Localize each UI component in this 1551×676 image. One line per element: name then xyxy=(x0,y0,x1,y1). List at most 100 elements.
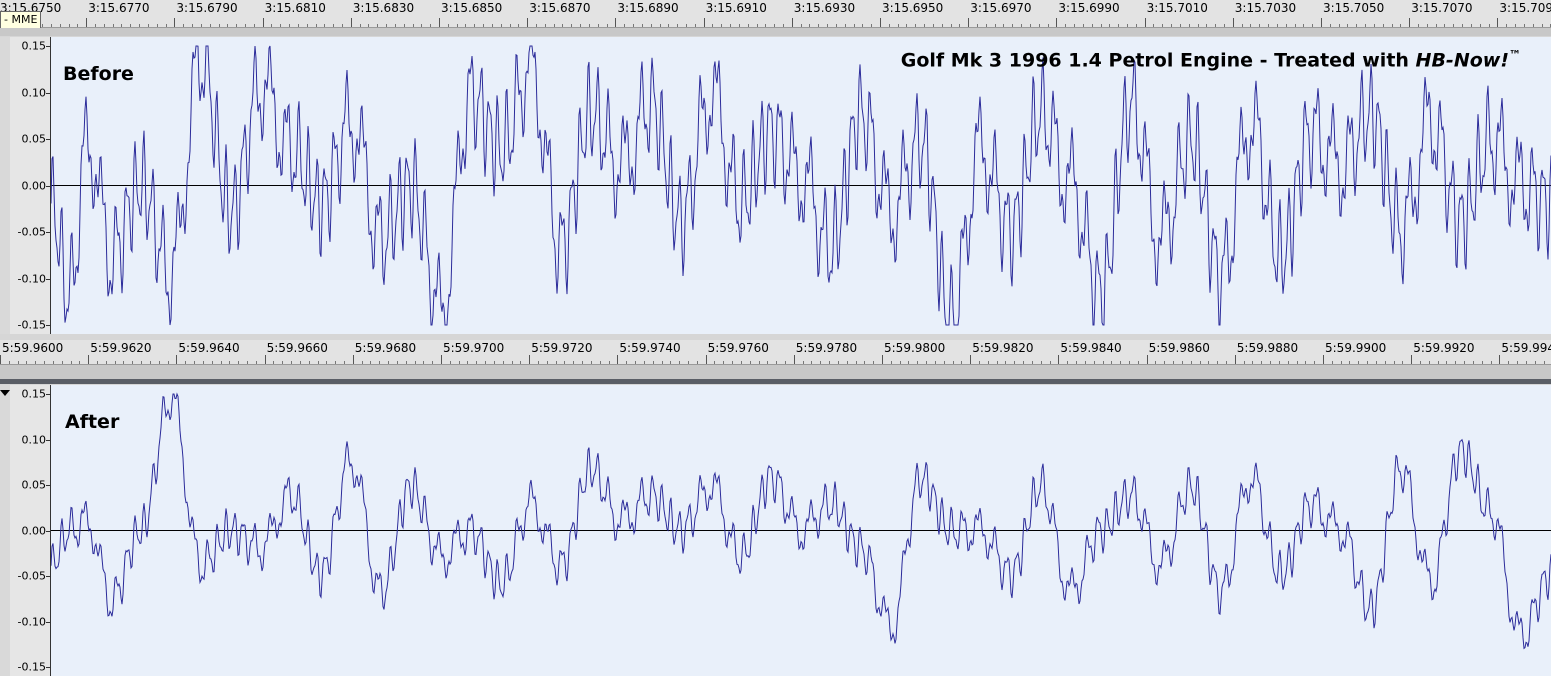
bottom-time-ruler[interactable]: 5:59.9600 5:59.9620 5:59.9640 5:59.9660 5:59… xyxy=(0,340,1551,365)
bottom-ruler-tick-mark xyxy=(970,355,972,364)
bottom-ruler-minor-tick xyxy=(687,361,689,364)
bottom-ruler-minor-tick xyxy=(1225,361,1227,364)
bottom-ruler-minor-tick xyxy=(1517,361,1519,364)
before-waveform-area[interactable] xyxy=(51,37,1551,334)
bottom-ruler-minor-tick xyxy=(829,361,831,364)
top-ruler-minor-tick xyxy=(209,24,211,27)
bottom-ruler-minor-tick xyxy=(855,361,857,364)
bottom-ruler-tick-mark xyxy=(352,355,354,364)
top-ruler-minor-tick xyxy=(1118,24,1120,27)
bottom-ruler-minor-tick xyxy=(1481,361,1483,364)
top-ruler-minor-tick xyxy=(694,24,696,27)
bottom-ruler-minor-tick xyxy=(1278,361,1280,364)
bottom-ruler-minor-tick xyxy=(8,361,10,364)
bottom-ruler-tick-label: 5:59.9800 xyxy=(884,341,946,355)
bottom-ruler-minor-tick xyxy=(493,361,495,364)
bottom-ruler-minor-tick xyxy=(696,361,698,364)
before-y-axis: 0.15 0.10 0.05 0.00 -0.05 -0.10 -0.15 xyxy=(10,37,51,334)
y-tick-mark xyxy=(46,667,50,668)
top-ruler-minor-tick xyxy=(1373,24,1375,27)
y-tick-label: -0.10 xyxy=(17,272,46,285)
top-ruler-minor-tick xyxy=(1515,24,1517,27)
top-ruler-minor-tick xyxy=(1294,24,1296,27)
y-tick-mark xyxy=(46,530,50,532)
bottom-ruler-minor-tick xyxy=(61,361,63,364)
bottom-ruler-minor-tick xyxy=(934,361,936,364)
top-ruler-tick-label: 3:15.6910 xyxy=(705,1,767,15)
bottom-ruler-minor-tick xyxy=(211,361,213,364)
top-ruler-minor-tick xyxy=(580,24,582,27)
top-ruler-minor-tick xyxy=(835,24,837,27)
bottom-ruler-minor-tick xyxy=(317,361,319,364)
top-ruler-minor-tick xyxy=(827,24,829,27)
y-tick-mark xyxy=(46,139,50,140)
bottom-ruler-minor-tick xyxy=(1420,361,1422,364)
top-ruler-minor-tick xyxy=(1400,24,1402,27)
top-ruler-minor-tick xyxy=(756,24,758,27)
top-ruler-tick-mark xyxy=(1321,18,1322,27)
bottom-ruler-minor-tick xyxy=(1543,361,1545,364)
bottom-ruler-tick-label: 5:59.9860 xyxy=(1148,341,1210,355)
caption-product: HB-Now! xyxy=(1415,49,1509,72)
top-ruler-minor-tick xyxy=(59,24,61,27)
top-ruler-minor-tick xyxy=(1241,24,1243,27)
top-ruler-minor-tick xyxy=(571,24,573,27)
top-time-ruler[interactable]: 3:15.6750 3:15.6770 3:15.6790 3:15.6810 3:15… xyxy=(0,0,1551,28)
bottom-ruler-minor-tick xyxy=(564,361,566,364)
top-ruler-minor-tick xyxy=(121,24,123,27)
track-after[interactable]: 0.15 0.10 0.05 0.00 -0.05 -0.10 -0.15 After xyxy=(0,385,1551,676)
top-ruler-minor-tick xyxy=(932,24,934,27)
bottom-ruler-minor-tick xyxy=(837,361,839,364)
bottom-ruler-minor-tick xyxy=(1102,361,1104,364)
top-ruler-tick-label: 3:15.6850 xyxy=(441,1,503,15)
after-waveform-svg xyxy=(51,392,1551,650)
top-ruler-minor-tick xyxy=(280,24,282,27)
y-tick-mark xyxy=(46,92,50,94)
bottom-ruler-minor-tick xyxy=(1190,361,1192,364)
bottom-ruler-minor-tick xyxy=(1031,361,1033,364)
top-ruler-minor-tick xyxy=(1532,24,1534,27)
top-ruler-minor-tick xyxy=(165,24,167,27)
bottom-ruler-minor-tick xyxy=(1305,361,1307,364)
track-menu-arrow-icon[interactable] xyxy=(0,390,10,396)
top-ruler-minor-tick xyxy=(1453,24,1455,27)
top-ruler-minor-tick xyxy=(1488,24,1490,27)
top-ruler-minor-tick xyxy=(1082,24,1084,27)
bottom-ruler-minor-tick xyxy=(291,361,293,364)
bottom-ruler-minor-tick xyxy=(1349,361,1351,364)
waveform-line xyxy=(51,45,1551,326)
top-ruler-minor-tick xyxy=(712,24,714,27)
bottom-ruler-minor-tick xyxy=(167,361,169,364)
top-ruler-tick-mark xyxy=(262,18,264,27)
top-ruler-minor-tick xyxy=(412,24,414,27)
track-divider[interactable] xyxy=(0,379,1551,384)
bottom-ruler-tick-label: 5:59.9620 xyxy=(90,341,152,355)
track-before[interactable]: 0.15 0.10 0.05 0.00 -0.05 -0.10 -0.15 Before G… xyxy=(0,37,1551,334)
top-ruler-minor-tick xyxy=(1003,24,1005,27)
top-ruler-minor-tick xyxy=(1126,24,1128,27)
top-ruler-minor-tick xyxy=(924,24,926,27)
y-tick-label: -0.15 xyxy=(17,318,46,332)
bottom-ruler-minor-tick xyxy=(1137,361,1139,364)
y-tick-label: -0.05 xyxy=(17,225,46,239)
top-ruler-minor-tick xyxy=(738,24,740,27)
bottom-ruler-minor-tick xyxy=(423,361,425,364)
bottom-ruler-tick-label: 5:59.9900 xyxy=(1325,341,1387,355)
top-ruler-tick-mark xyxy=(174,18,176,27)
bottom-ruler-minor-tick xyxy=(449,361,451,364)
bottom-ruler-minor-tick xyxy=(335,361,337,364)
bottom-ruler-minor-tick xyxy=(299,361,301,364)
y-tick-mark xyxy=(46,278,50,280)
bottom-ruler-minor-tick xyxy=(97,361,99,364)
bottom-ruler-minor-tick xyxy=(1084,361,1086,364)
top-ruler-minor-tick xyxy=(244,24,246,27)
before-track-label: Before xyxy=(63,63,134,85)
top-ruler-minor-tick xyxy=(809,24,811,27)
bottom-ruler-tick-mark xyxy=(1234,355,1236,364)
bottom-ruler-tick-label: 5:59.9600 xyxy=(2,341,64,355)
bottom-ruler-minor-tick xyxy=(467,361,469,364)
top-ruler-minor-tick xyxy=(1171,24,1173,27)
after-waveform-area[interactable] xyxy=(51,385,1551,676)
y-tick-label: 0.00 xyxy=(21,179,47,192)
bottom-ruler-tick-label: 5:59.9720 xyxy=(531,341,593,355)
